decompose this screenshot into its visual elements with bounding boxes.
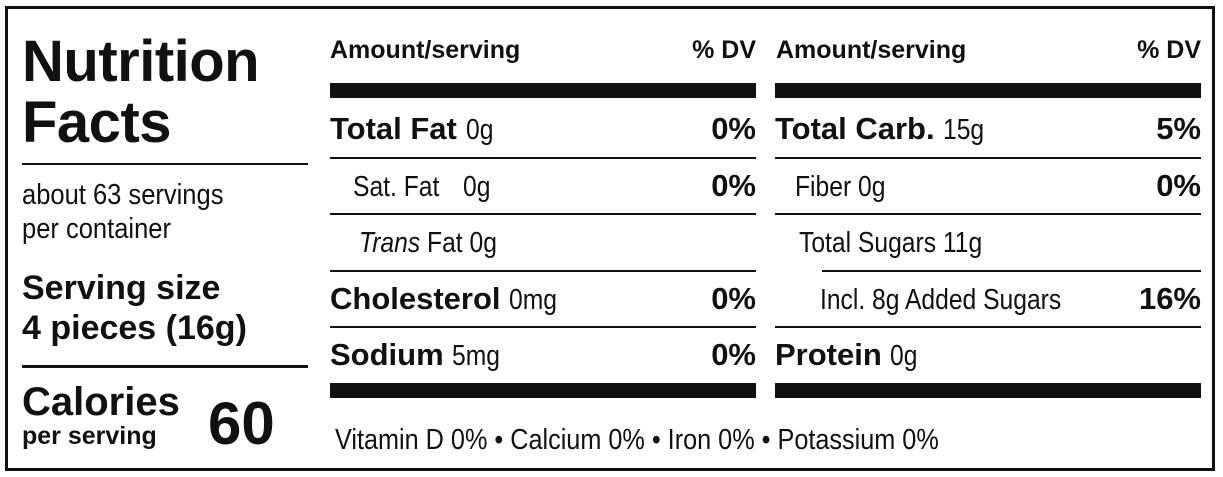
nutrition-facts-title: Nutrition Facts (22, 29, 260, 155)
title-line-2: Facts (22, 90, 172, 155)
divider (330, 326, 756, 328)
left-footer-bar (330, 383, 756, 398)
sodium-dv: 0% (711, 337, 756, 372)
row-fiber: Fiber 0g (795, 166, 901, 207)
cholesterol-label: Cholesterol (330, 281, 501, 316)
added-sugars-dv: 16% (1138, 281, 1201, 316)
trans-fat-rest: Fat 0g (427, 227, 497, 259)
total-carb-dv: 5% (1156, 111, 1201, 146)
row-cholesterol: Cholesterol 0mg (330, 279, 566, 320)
added-sugars-label: Incl. 8g Added Sugars (820, 284, 1062, 316)
cholesterol-dv: 0% (711, 281, 756, 316)
right-header-bar (775, 83, 1201, 98)
nutrition-facts-label: Nutrition Facts about 63 servings per co… (5, 6, 1215, 471)
total-carb-amount: 15g (943, 114, 985, 146)
protein-amount: 0g (890, 340, 918, 372)
total-fat-amount: 0g (465, 114, 493, 146)
total-fat-label: Total Fat (330, 111, 457, 146)
right-footer-bar (775, 383, 1201, 398)
servings-line-1: about 63 servings (22, 179, 224, 211)
left-dv-header: % DV (692, 36, 756, 64)
row-sodium: Sodium 5mg (330, 335, 509, 376)
fiber-dv: 0% (1156, 168, 1201, 203)
sat-fat-label: Sat. Fat (353, 171, 440, 203)
protein-label: Protein (775, 337, 882, 372)
calories-divider (22, 365, 308, 368)
row-trans-fat: Trans Fat 0g (359, 222, 521, 263)
title-divider (22, 163, 308, 165)
total-sugars-label: Total Sugars 11g (799, 227, 983, 259)
divider (330, 157, 756, 159)
sodium-amount: 5mg (452, 340, 501, 372)
serving-size-value: 4 pieces (16g) (22, 309, 247, 347)
sat-fat-amount: 0g (463, 171, 491, 203)
sodium-label: Sodium (330, 337, 444, 372)
right-dv-header: % DV (1137, 36, 1201, 64)
divider (775, 326, 1201, 328)
row-sat-fat: Sat. Fat 0g (353, 166, 495, 207)
trans-label: Trans (359, 227, 421, 259)
serving-size-label: Serving size (22, 269, 221, 307)
calories-label: Calories (22, 380, 180, 424)
row-total-fat: Total Fat 0g (330, 109, 498, 150)
servings-per-container: about 63 servings per container (22, 178, 312, 246)
servings-line-2: per container (22, 213, 171, 245)
title-line-1: Nutrition (22, 29, 260, 94)
vitamins-minerals-line: Vitamin D 0% • Calcium 0% • Iron 0% • Po… (335, 424, 939, 456)
sat-fat-dv: 0% (711, 168, 756, 203)
total-fat-dv: 0% (711, 111, 756, 146)
fiber-label: Fiber 0g (795, 171, 886, 203)
divider (775, 157, 1201, 159)
right-amount-header: Amount/serving (776, 36, 967, 64)
calories-per-serving: per serving (22, 422, 157, 450)
row-protein: Protein 0g (775, 335, 923, 376)
divider (330, 270, 756, 272)
left-amount-header: Amount/serving (330, 36, 521, 64)
row-total-carb: Total Carb. 15g (775, 109, 992, 150)
calories-value: 60 (208, 390, 275, 457)
divider (822, 270, 1201, 272)
cholesterol-amount: 0mg (509, 284, 558, 316)
total-carb-label: Total Carb. (775, 111, 935, 146)
left-header-bar (330, 83, 756, 98)
divider (330, 213, 756, 215)
divider (775, 213, 1201, 215)
serving-size: Serving size 4 pieces (16g) (22, 268, 247, 348)
row-total-sugars: Total Sugars 11g (799, 222, 1015, 263)
row-added-sugars: Incl. 8g Added Sugars (820, 279, 1104, 320)
